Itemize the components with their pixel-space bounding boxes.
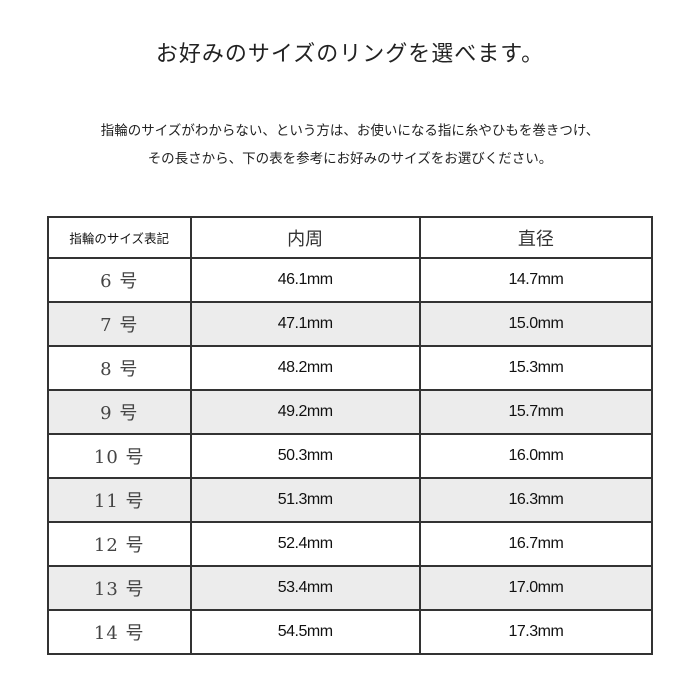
header-diameter: 直径 — [418, 216, 654, 259]
table-row: 8 号 48.2mm 15.3mm — [47, 345, 654, 391]
table-header-row: 指輪のサイズ表記 内周 直径 — [47, 216, 654, 259]
size-cell: 8 号 — [47, 345, 192, 391]
inner-circumference-cell: 51.3mm — [189, 477, 421, 523]
table-row: 14 号 54.5mm 17.3mm — [47, 609, 654, 655]
inner-circumference-cell: 47.1mm — [189, 301, 421, 347]
size-cell: 11 号 — [47, 477, 192, 523]
description-line-1: 指輪のサイズがわからない、という方は、お使いになる指に糸やひもを巻きつけ、 — [100, 123, 600, 139]
size-cell: 12 号 — [47, 521, 192, 567]
table-row: 11 号 51.3mm 16.3mm — [47, 477, 654, 523]
description-line-2: その長さから、下の表を参考にお好みのサイズをお選びください。 — [147, 151, 553, 167]
size-cell: 9 号 — [47, 389, 192, 435]
table-row: 10 号 50.3mm 16.0mm — [47, 433, 654, 479]
diameter-cell: 16.3mm — [418, 477, 654, 523]
inner-circumference-cell: 53.4mm — [189, 565, 421, 611]
size-cell: 6 号 — [47, 257, 192, 303]
size-cell: 13 号 — [47, 565, 192, 611]
table-row: 13 号 53.4mm 17.0mm — [47, 565, 654, 611]
table-row: 9 号 49.2mm 15.7mm — [47, 389, 654, 435]
diameter-cell: 17.0mm — [418, 565, 654, 611]
inner-circumference-cell: 52.4mm — [189, 521, 421, 567]
diameter-cell: 17.3mm — [418, 609, 654, 655]
inner-circumference-cell: 46.1mm — [189, 257, 421, 303]
diameter-cell: 16.0mm — [418, 433, 654, 479]
diameter-cell: 14.7mm — [418, 257, 654, 303]
size-cell: 14 号 — [47, 609, 192, 655]
ring-size-table: 指輪のサイズ表記 内周 直径 6 号 46.1mm 14.7mm 7 号 47.1mm 1… — [47, 216, 654, 655]
diameter-cell: 15.3mm — [418, 345, 654, 391]
table-row: 6 号 46.1mm 14.7mm — [47, 257, 654, 303]
header-inner-circumference: 内周 — [189, 216, 421, 259]
size-cell: 7 号 — [47, 301, 192, 347]
inner-circumference-cell: 54.5mm — [189, 609, 421, 655]
header-size-label: 指輪のサイズ表記 — [47, 216, 192, 259]
diameter-cell: 16.7mm — [418, 521, 654, 567]
inner-circumference-cell: 50.3mm — [189, 433, 421, 479]
table-row: 12 号 52.4mm 16.7mm — [47, 521, 654, 567]
page-title: お好みのサイズのリングを選べます。 — [155, 42, 545, 67]
inner-circumference-cell: 49.2mm — [189, 389, 421, 435]
inner-circumference-cell: 48.2mm — [189, 345, 421, 391]
diameter-cell: 15.7mm — [418, 389, 654, 435]
size-cell: 10 号 — [47, 433, 192, 479]
diameter-cell: 15.0mm — [418, 301, 654, 347]
table-row: 7 号 47.1mm 15.0mm — [47, 301, 654, 347]
